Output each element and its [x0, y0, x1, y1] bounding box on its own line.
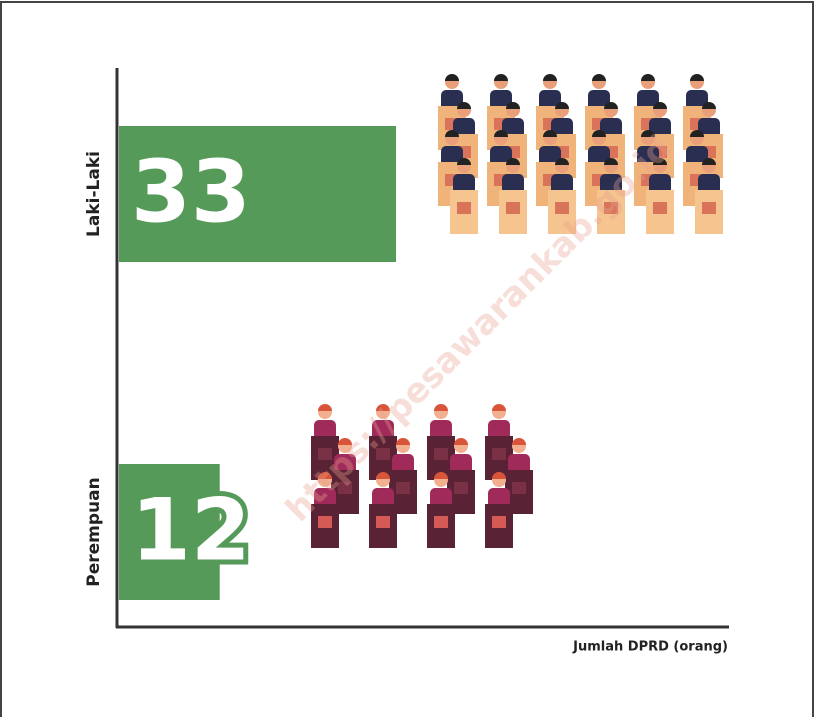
- hair: [396, 438, 410, 445]
- hair: [318, 472, 332, 479]
- hair: [653, 158, 667, 165]
- hair: [702, 102, 716, 109]
- bar: [119, 126, 396, 262]
- podium-panel: [434, 516, 448, 528]
- illustration: [311, 74, 723, 548]
- hair: [492, 404, 506, 411]
- hair: [543, 74, 557, 81]
- x-axis-label: Jumlah DPRD (orang): [572, 640, 728, 655]
- value-label: 33: [131, 142, 251, 242]
- hair: [338, 438, 352, 445]
- hair: [641, 130, 655, 137]
- podium-panel: [653, 202, 667, 214]
- hair: [592, 74, 606, 81]
- hair: [434, 404, 448, 411]
- podium-panel: [434, 448, 448, 460]
- podium-panel: [318, 516, 332, 528]
- hair: [512, 438, 526, 445]
- hair: [457, 158, 471, 165]
- hair: [494, 74, 508, 81]
- podium-panel: [318, 448, 332, 460]
- hair: [690, 130, 704, 137]
- podium-panel: [555, 202, 569, 214]
- y-tick-label: Laki-Laki: [84, 151, 104, 237]
- podium-panel: [604, 202, 618, 214]
- hair: [376, 472, 390, 479]
- podium-panel: [396, 482, 410, 494]
- hair: [457, 102, 471, 109]
- podium-panel: [506, 202, 520, 214]
- podium-panel: [338, 482, 352, 494]
- hair: [445, 130, 459, 137]
- hair: [454, 438, 468, 445]
- hair: [702, 158, 716, 165]
- podium-panel: [492, 448, 506, 460]
- podium-panel: [492, 516, 506, 528]
- podium-panel: [702, 202, 716, 214]
- hair: [604, 102, 618, 109]
- hair: [641, 74, 655, 81]
- podium-panel: [512, 482, 526, 494]
- hair: [555, 102, 569, 109]
- hair: [543, 130, 557, 137]
- hair: [506, 158, 520, 165]
- hair: [492, 472, 506, 479]
- hair: [434, 472, 448, 479]
- hair: [318, 404, 332, 411]
- hair: [506, 102, 520, 109]
- bar: [119, 464, 220, 600]
- hair: [555, 158, 569, 165]
- podium-panel: [376, 448, 390, 460]
- hair: [445, 74, 459, 81]
- hair: [592, 130, 606, 137]
- hair: [653, 102, 667, 109]
- value-label: 12: [131, 480, 251, 580]
- hair: [604, 158, 618, 165]
- hair: [376, 404, 390, 411]
- podium-panel: [454, 482, 468, 494]
- bars: 33 Laki-Laki 12 Perempuan: [84, 126, 396, 600]
- hair: [494, 130, 508, 137]
- y-tick-label: Perempuan: [84, 477, 104, 586]
- podium-panel: [376, 516, 390, 528]
- hair: [690, 74, 704, 81]
- podium-panel: [457, 202, 471, 214]
